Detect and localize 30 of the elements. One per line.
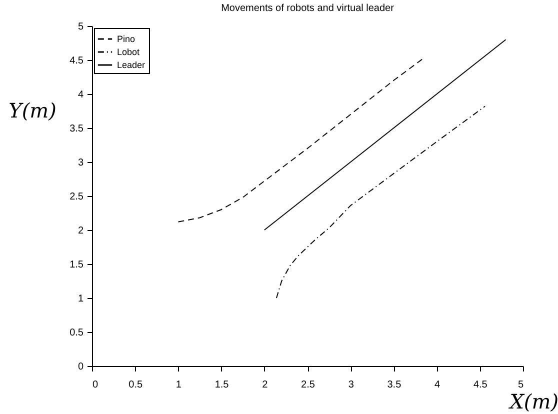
x-tick-label: 0 <box>92 380 98 390</box>
y-tick-label: 0 <box>78 362 84 372</box>
x-tick-label: 2.5 <box>301 380 316 390</box>
y-tick-label: 3.5 <box>70 124 84 134</box>
x-axis-title: X(m) <box>508 390 558 414</box>
legend-label: Lobot <box>117 47 140 57</box>
y-tick-label: 5 <box>78 22 84 32</box>
legend-label: Pino <box>117 34 136 44</box>
legend-label: Leader <box>117 60 146 70</box>
y-tick-label: 2 <box>78 226 84 236</box>
chart-title: Movements of robots and virtual leader <box>221 3 395 14</box>
y-tick-label: 1 <box>78 294 84 304</box>
y-tick-label: 2.5 <box>70 192 84 202</box>
x-tick-label: 3.5 <box>387 380 402 390</box>
y-tick-label: 1.5 <box>70 260 84 270</box>
x-tick-label: 3 <box>348 380 354 390</box>
y-tick-label: 4 <box>78 90 84 100</box>
line-series <box>178 58 424 222</box>
line-series <box>276 106 486 298</box>
y-tick-label: 0.5 <box>70 328 84 338</box>
x-tick-label: 1 <box>176 380 182 390</box>
y-tick-label: 3 <box>78 158 84 168</box>
y-tick-label: 4.5 <box>70 56 84 66</box>
x-tick-label: 4 <box>434 380 441 390</box>
x-tick-label: 5 <box>518 380 524 390</box>
x-tick-label: 1.5 <box>214 380 230 390</box>
x-tick-label: 0.5 <box>128 380 143 390</box>
x-tick-label: 2 <box>262 380 268 390</box>
y-axis-title: Y(m) <box>8 98 56 122</box>
x-tick-label: 4.5 <box>473 380 488 390</box>
